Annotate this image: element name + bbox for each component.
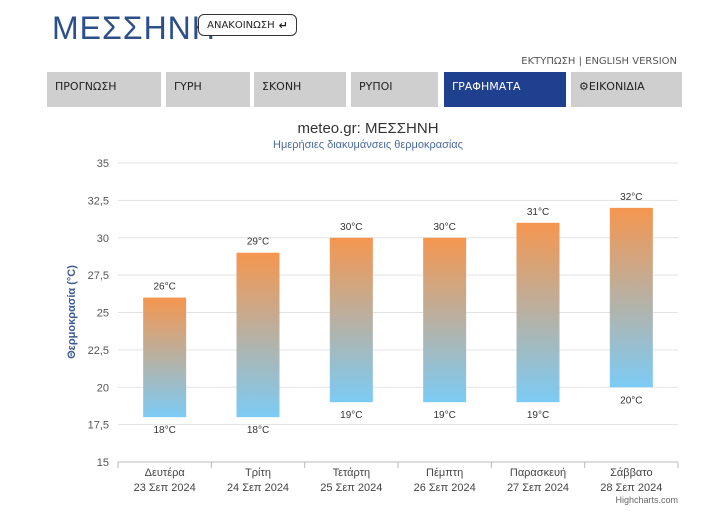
tab-label: ΡΥΠΟΙ xyxy=(359,80,393,93)
x-tick-label-date: 25 Σεπ 2024 xyxy=(320,482,382,494)
y-tick-label: 25 xyxy=(97,308,109,320)
tab-label: ΓΥΡΗ xyxy=(174,80,202,93)
high-temp-label: 29°C xyxy=(247,237,269,248)
page-title: ΜΕΣΣΗΝΗ xyxy=(52,10,216,46)
y-tick-label: 32,5 xyxy=(88,195,109,207)
link-separator: | xyxy=(578,56,582,67)
high-temp-label: 30°C xyxy=(433,222,455,233)
x-tick-label-day: Παρασκευή xyxy=(510,467,566,479)
tab-label: ΓΡΑΦΗΜΑΤΑ xyxy=(452,80,521,93)
chart-subtitle: Ημερήσιες διακυμάνσεις θερμοκρασίας xyxy=(273,139,463,151)
temperature-range-bar[interactable] xyxy=(609,207,653,388)
print-link[interactable]: ΕΚΤΥΠΩΣΗ xyxy=(521,56,576,67)
y-axis-title: Θερμοκρασία (°C) xyxy=(66,265,78,359)
temperature-range-bar[interactable] xyxy=(329,237,373,403)
y-tick-label: 17,5 xyxy=(88,420,109,432)
high-temp-label: 31°C xyxy=(527,207,549,218)
tab-charts[interactable]: ΓΡΑΦΗΜΑΤΑ xyxy=(444,72,566,107)
top-links: ΕΚΤΥΠΩΣΗ | ENGLISH VERSION xyxy=(521,56,677,67)
tab-pollen[interactable]: ΓΥΡΗ xyxy=(166,72,250,107)
chart-credits[interactable]: Highcharts.com xyxy=(615,495,678,505)
temperature-range-bar[interactable] xyxy=(143,297,187,418)
high-temp-label: 26°C xyxy=(153,282,175,293)
x-tick-label-date: 23 Σεπ 2024 xyxy=(134,482,196,494)
y-tick-label: 27,5 xyxy=(88,270,109,282)
low-temp-label: 19°C xyxy=(527,410,549,421)
temperature-range-bar[interactable] xyxy=(516,222,560,403)
y-tick-label: 35 xyxy=(97,158,109,170)
english-version-link[interactable]: ENGLISH VERSION xyxy=(585,56,677,67)
chart-title: meteo.gr: ΜΕΣΣΗΝΗ xyxy=(297,120,438,137)
tab-label: ΣΚΟΝΗ xyxy=(262,80,302,93)
x-tick-label-date: 27 Σεπ 2024 xyxy=(507,482,569,494)
y-tick-label: 22,5 xyxy=(88,345,109,357)
y-tick-label: 15 xyxy=(97,457,109,469)
tab-dust[interactable]: ΣΚΟΝΗ xyxy=(254,72,346,107)
x-tick-label-day: Δευτέρα xyxy=(145,467,186,479)
x-tick-label-date: 26 Σεπ 2024 xyxy=(414,482,476,494)
tab-pollutants[interactable]: ΡΥΠΟΙ xyxy=(351,72,438,107)
x-tick-label-day: Τετάρτη xyxy=(333,467,371,479)
low-temp-label: 19°C xyxy=(340,410,362,421)
high-temp-label: 30°C xyxy=(340,222,362,233)
temperature-range-bar[interactable] xyxy=(236,252,280,418)
y-tick-label: 20 xyxy=(97,382,109,394)
x-tick-label-date: 28 Σεπ 2024 xyxy=(600,482,662,494)
arrow-down-return-icon: ↵ xyxy=(278,18,288,32)
x-tick-label-day: Τρίτη xyxy=(245,467,271,479)
low-temp-label: 20°C xyxy=(620,395,642,406)
low-temp-label: 18°C xyxy=(247,425,269,436)
low-temp-label: 19°C xyxy=(433,410,455,421)
temperature-range-bar[interactable] xyxy=(423,237,467,403)
announcement-button[interactable]: ΑΝΑΚΟΙΝΩΣΗ ↵ xyxy=(198,14,297,36)
high-temp-label: 32°C xyxy=(620,192,642,203)
x-tick-label-date: 24 Σεπ 2024 xyxy=(227,482,289,494)
tab-forecast[interactable]: ΠΡΟΓΝΩΣΗ xyxy=(47,72,161,107)
tab-widgets[interactable]: ⚙ΕΙΚΟΝΙΔΙΑ xyxy=(571,72,682,107)
low-temp-label: 18°C xyxy=(153,425,175,436)
y-tick-label: 30 xyxy=(97,233,109,245)
x-tick-label-day: Πέμπτη xyxy=(426,467,463,479)
tab-label: ΕΙΚΟΝΙΔΙΑ xyxy=(588,80,645,93)
x-tick-label-day: Σάββατο xyxy=(610,467,652,479)
main-nav: ΠΡΟΓΝΩΣΗ ΓΥΡΗ ΣΚΟΝΗ ΡΥΠΟΙ ΓΡΑΦΗΜΑΤΑ ⚙ΕΙΚ… xyxy=(47,72,682,107)
tab-label: ΠΡΟΓΝΩΣΗ xyxy=(55,80,117,93)
gear-icon: ⚙ xyxy=(579,80,589,93)
announcement-label: ΑΝΑΚΟΙΝΩΣΗ xyxy=(207,19,275,31)
